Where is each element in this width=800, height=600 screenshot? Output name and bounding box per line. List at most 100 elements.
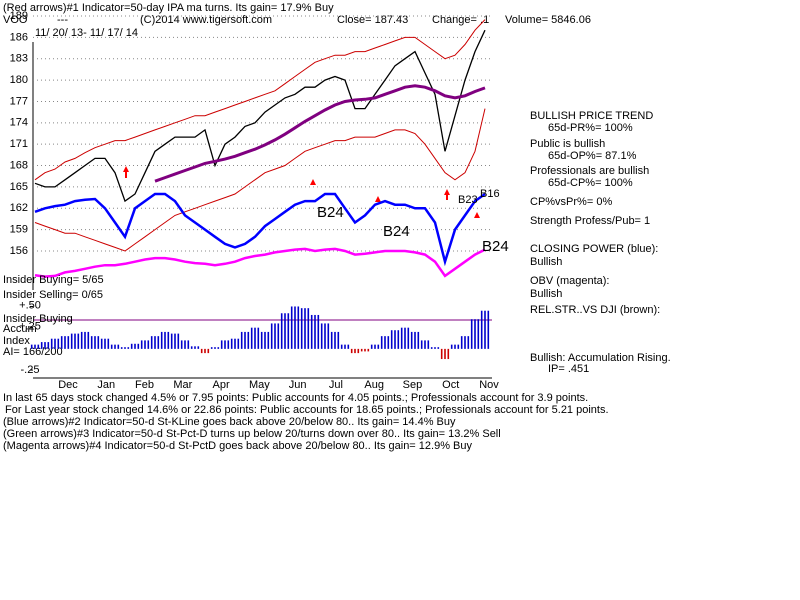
accum-bar [237, 338, 240, 349]
accum-bar [254, 327, 256, 349]
accum-bar [54, 338, 56, 349]
accum-bar [257, 327, 260, 349]
accum-bar [197, 346, 200, 349]
dashes: --- [57, 14, 68, 26]
accum-bar [70, 333, 73, 349]
info-text: BULLISH PRICE TREND [530, 110, 653, 122]
accum-bar [317, 314, 320, 349]
accum-bar [214, 347, 216, 349]
series-line [34, 247, 486, 278]
accum-bar [117, 344, 120, 349]
accum-bar [120, 347, 123, 349]
x-tick-label: Mar [173, 379, 192, 391]
accum-bar [184, 340, 186, 349]
accum-bar [364, 348, 366, 352]
accum-bar [450, 344, 453, 349]
accum-bar [230, 338, 233, 349]
y-tick-label: 180 [10, 74, 28, 86]
accum-bar [190, 346, 193, 349]
accum-bar [354, 348, 356, 354]
accum-bar [174, 333, 176, 349]
info-text: CLOSING POWER (blue): [530, 243, 658, 255]
accum-bar [280, 313, 283, 349]
accum-label: AI= 166/200 [3, 346, 63, 358]
x-tick-label: Aug [364, 379, 384, 391]
accum-label: Insider Buying [3, 313, 73, 325]
accum-bar [100, 338, 103, 349]
close: Close= 187.43 [337, 14, 408, 26]
accum-bar [410, 331, 413, 349]
accum-bar [320, 323, 323, 349]
accum-bar [250, 327, 253, 349]
accum-bar [314, 314, 316, 349]
accum-bar [134, 343, 136, 349]
accum-bar [30, 344, 33, 349]
accum-bar [394, 330, 396, 349]
copyright: (C)2014 www.tigersoft.com [140, 14, 272, 26]
annotation: B24 [383, 223, 410, 240]
accum-bar [240, 331, 243, 349]
accum-bar [264, 331, 266, 349]
info-text: 65d-OP%= 87.1% [548, 150, 637, 162]
accum-bar [47, 342, 50, 349]
accum-bar [224, 340, 226, 349]
info-text: REL.STR..VS DJI (brown): [530, 304, 660, 316]
info-text: OBV (magenta): [530, 275, 609, 287]
accum-bar [407, 327, 410, 349]
accum-bar [477, 319, 480, 349]
accum-bar [177, 333, 180, 349]
y-tick-label: 168 [10, 159, 28, 171]
accum-tick-label: +.50 [19, 299, 41, 311]
accum-bar [204, 348, 206, 354]
accum-bar [137, 343, 140, 349]
accum-bar [164, 331, 166, 349]
accum-bar [160, 331, 163, 349]
info-text: Bullish [530, 288, 562, 300]
accum-bar [167, 331, 170, 349]
accum-bar [57, 338, 60, 349]
accum-bar [287, 313, 290, 349]
accum-bar [97, 336, 100, 349]
accum-bar [470, 319, 473, 349]
accum-bar [260, 331, 263, 349]
accum-bar [284, 313, 286, 349]
accum-bar [337, 331, 340, 349]
accum-bar [290, 306, 293, 349]
insider-text: Insider Buying= 5/65 [3, 274, 104, 286]
accum-bar [454, 344, 456, 349]
y-tick-label: 189 [10, 10, 28, 22]
info-text: 65d-CP%= 100% [548, 177, 633, 189]
info-text: Bullish [530, 256, 562, 268]
date-range: 11/ 20/ 13- 11/ 17/ 14 [35, 27, 138, 39]
accum-bar [334, 331, 336, 349]
accum-bar [40, 342, 43, 349]
accum-bar [210, 347, 213, 349]
accum-bar [247, 331, 250, 349]
accum-bar [387, 336, 390, 349]
accum-bar [74, 333, 76, 349]
change: Change= .1 [432, 14, 489, 26]
accum-bar [370, 344, 373, 349]
accum-bar [170, 333, 173, 349]
accum-bar [207, 348, 210, 354]
accum-bar [427, 340, 430, 349]
accum-bar [147, 340, 150, 349]
accum-bar [447, 348, 450, 360]
arrows [123, 166, 480, 218]
accum-bar [294, 306, 296, 349]
accum-bar [430, 347, 433, 349]
accum-bar [374, 344, 376, 349]
accum-bar [444, 348, 446, 360]
info-text: 65d-PR%= 100% [548, 122, 633, 134]
accum-bar [144, 340, 146, 349]
y-tick-label: 183 [10, 53, 28, 65]
accum-bar [304, 308, 306, 349]
accum-bar [390, 330, 393, 349]
accum-bar [367, 348, 370, 352]
accum-bar [417, 331, 420, 349]
accum-bar [87, 331, 90, 349]
accum-bar [327, 323, 330, 349]
accum-bar [347, 344, 350, 349]
accum-bar [380, 336, 383, 349]
